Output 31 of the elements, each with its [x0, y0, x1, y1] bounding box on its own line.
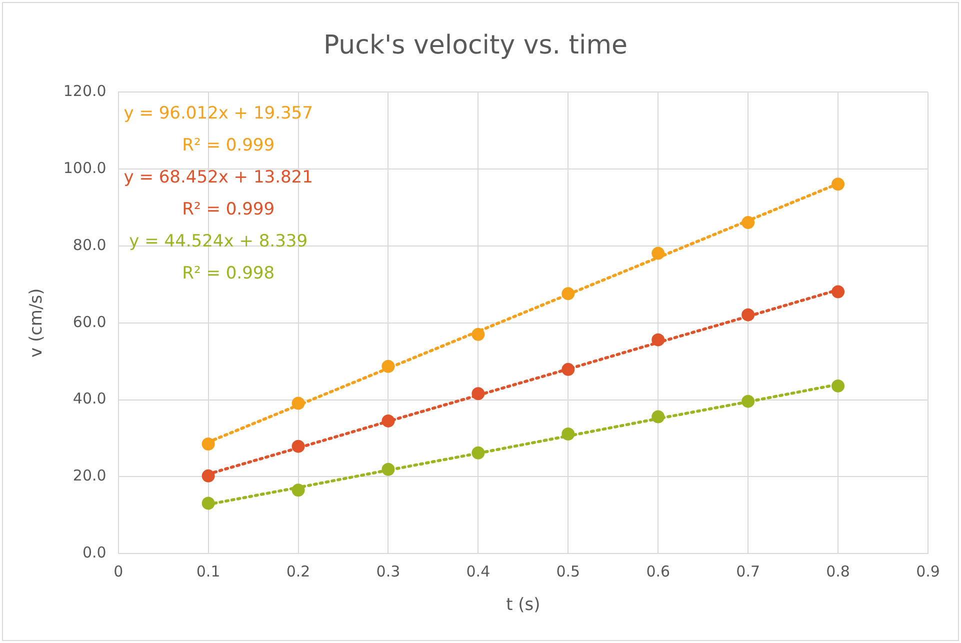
point [202, 496, 215, 510]
y-axis-title: v (cm/s) [26, 288, 47, 358]
y-tick-label: 100.0 [63, 158, 106, 177]
annotation: R² = 0.999 [182, 200, 275, 220]
annotation: R² = 0.999 [182, 136, 275, 156]
x-tick-label: 0.3 [376, 562, 400, 580]
x-axis-title: t (s) [506, 595, 540, 616]
chart-title: Puck's velocity vs. time [323, 30, 628, 60]
annotation: R² = 0.998 [182, 264, 275, 284]
y-tick-label: 0.0 [82, 543, 106, 562]
annotation: y = 96.012x + 19.357 [124, 104, 313, 124]
point [832, 178, 845, 191]
point [202, 469, 215, 482]
x-tick-label: 0.8 [826, 562, 850, 580]
y-tick-label: 60.0 [72, 312, 106, 331]
x-tick-label: 0.2 [286, 562, 310, 580]
x-tick-label: 0.9 [916, 562, 940, 580]
x-tick-label: 0.1 [196, 562, 220, 580]
x-tick-label: 0.7 [736, 562, 760, 580]
x-tick-label: 0.5 [556, 562, 580, 580]
annotation: y = 44.524x + 8.339 [129, 232, 308, 252]
annotation: y = 68.452x + 13.821 [124, 168, 313, 188]
x-tick-label: 0.4 [466, 562, 490, 580]
y-tick-label: 80.0 [72, 236, 106, 254]
point [832, 379, 845, 392]
x-tick-label: 0.6 [646, 562, 670, 580]
y-tick-label: 120.0 [63, 82, 106, 100]
point [202, 438, 215, 451]
y-tick-label: 20.0 [72, 466, 106, 485]
y-tick-label: 40.0 [72, 390, 106, 408]
x-tick-label: 0 [114, 562, 124, 580]
